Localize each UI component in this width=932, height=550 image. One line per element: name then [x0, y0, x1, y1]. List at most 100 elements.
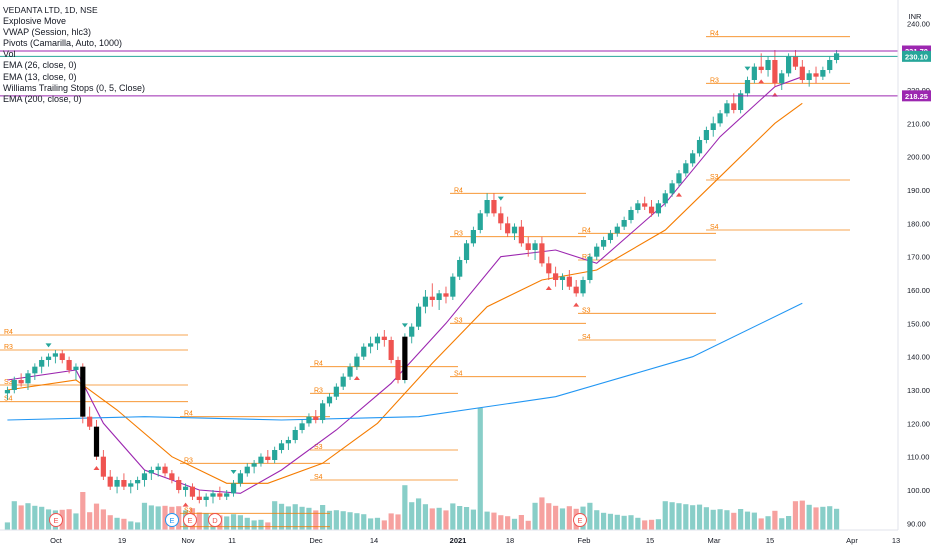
- candle-body: [539, 243, 545, 264]
- volume-bar: [799, 500, 805, 530]
- ema-line: [7, 102, 803, 484]
- volume-bar: [258, 519, 264, 530]
- y-tick-label: 110.00: [907, 453, 929, 462]
- candle-body: [45, 356, 52, 360]
- volume-bar: [45, 509, 52, 530]
- volume-bar: [621, 515, 627, 530]
- volume-bar: [388, 513, 394, 530]
- volume-bar: [409, 502, 415, 530]
- legend-title[interactable]: VEDANTA LTD, 1D, NSE: [3, 5, 98, 15]
- volume-bar: [333, 510, 339, 530]
- volume-bar: [792, 501, 799, 530]
- volume-bar: [470, 509, 476, 530]
- candle-body: [66, 360, 72, 370]
- volume-bar: [518, 515, 524, 530]
- volume-bar: [306, 507, 312, 530]
- candle-body: [368, 343, 374, 347]
- candle-body: [779, 73, 785, 84]
- candle-body: [285, 440, 291, 444]
- legend-item[interactable]: EMA (26, close, 0): [3, 60, 77, 71]
- volume-bar: [669, 502, 675, 530]
- candle-body: [621, 220, 627, 227]
- volume-bar: [251, 520, 257, 530]
- candle-body: [648, 206, 655, 214]
- candle-body: [546, 263, 552, 274]
- candle-body: [388, 340, 394, 360]
- volume-bar: [320, 505, 326, 530]
- candle-body: [491, 200, 497, 214]
- candle-body: [450, 276, 456, 297]
- pivot-label: R4: [582, 227, 591, 234]
- x-tick-label: Dec: [309, 536, 323, 545]
- trailing-stop-marker: [675, 192, 682, 197]
- candle-body: [73, 366, 79, 370]
- candle-body: [265, 456, 271, 460]
- volume-bar: [272, 501, 278, 530]
- legend-item[interactable]: Williams Trailing Stops (0, 5, Close): [3, 82, 146, 93]
- volume-bar: [806, 504, 812, 530]
- candle-body: [203, 496, 209, 500]
- volume-bar: [717, 509, 723, 530]
- volume-bar: [114, 517, 120, 530]
- candle-body: [792, 56, 799, 67]
- volume-bar: [100, 509, 106, 530]
- y-tick-label: 130.00: [907, 386, 930, 395]
- y-tick-label: 120.00: [907, 419, 930, 428]
- event-marker-label: E: [53, 516, 58, 525]
- candle-body: [306, 416, 312, 424]
- candle-body: [374, 336, 381, 344]
- candle-body: [463, 243, 470, 260]
- candle-body: [217, 493, 223, 497]
- volume-bar: [292, 504, 298, 530]
- candle-body: [258, 456, 264, 464]
- volume-bar: [18, 505, 24, 530]
- candle-body: [148, 470, 154, 474]
- pivot-label: R3: [710, 77, 719, 84]
- event-marker-label: E: [187, 516, 192, 525]
- candle-body: [422, 296, 429, 307]
- candle-body: [333, 386, 339, 397]
- candle-body: [320, 403, 326, 420]
- volume-bar: [655, 519, 662, 530]
- y-tick-label: 190.00: [907, 186, 930, 195]
- legend-item[interactable]: EMA (200, close, 0): [3, 93, 82, 104]
- volume-bar: [532, 502, 538, 530]
- candle-body: [511, 226, 518, 234]
- price-tag-label: 218.25: [905, 92, 928, 101]
- volume-bar: [436, 507, 442, 530]
- candle-body: [340, 376, 346, 387]
- pivot-label: S3: [582, 307, 591, 314]
- volume-bar: [683, 504, 689, 530]
- legend-item[interactable]: Explosive Move: [3, 16, 67, 27]
- y-axis[interactable]: INR240.00230.00220.00210.00200.00190.001…: [897, 0, 931, 530]
- volume-layer: [4, 408, 840, 530]
- volume-bar: [676, 503, 682, 530]
- legend-item[interactable]: VWAP (Session, hlc3): [3, 27, 92, 38]
- legend-item[interactable]: Pivots (Camarilla, Auto, 1000): [3, 38, 123, 49]
- candle-body: [724, 103, 730, 114]
- candle-body: [525, 243, 531, 250]
- volume-bar: [354, 513, 360, 530]
- event-marker: [49, 513, 63, 527]
- candle-body: [580, 280, 586, 294]
- volume-bar: [648, 519, 655, 530]
- volume-bar: [128, 521, 134, 530]
- candle-body: [443, 293, 449, 297]
- x-axis[interactable]: Oct 19 Nov 11 Dec 14 2021 18 Feb 15 Mar 15 Apr 13: [0, 529, 900, 545]
- volume-bar: [525, 520, 531, 530]
- candle-body: [59, 353, 65, 360]
- candle-body: [587, 256, 593, 280]
- legend-item[interactable]: Vol: [3, 49, 16, 60]
- x-tick-label: 11: [228, 536, 236, 545]
- candle-body: [189, 486, 196, 497]
- price-tag: [902, 50, 931, 62]
- x-tick-label: 14: [370, 536, 378, 545]
- candle-body: [93, 426, 100, 457]
- candle-body: [121, 480, 127, 487]
- candle-body: [237, 473, 244, 484]
- legend-item[interactable]: EMA (13, close, 0): [3, 71, 77, 82]
- volume-bar: [87, 512, 93, 530]
- trailing-stop-marker: [401, 323, 408, 328]
- candle-body: [827, 60, 833, 70]
